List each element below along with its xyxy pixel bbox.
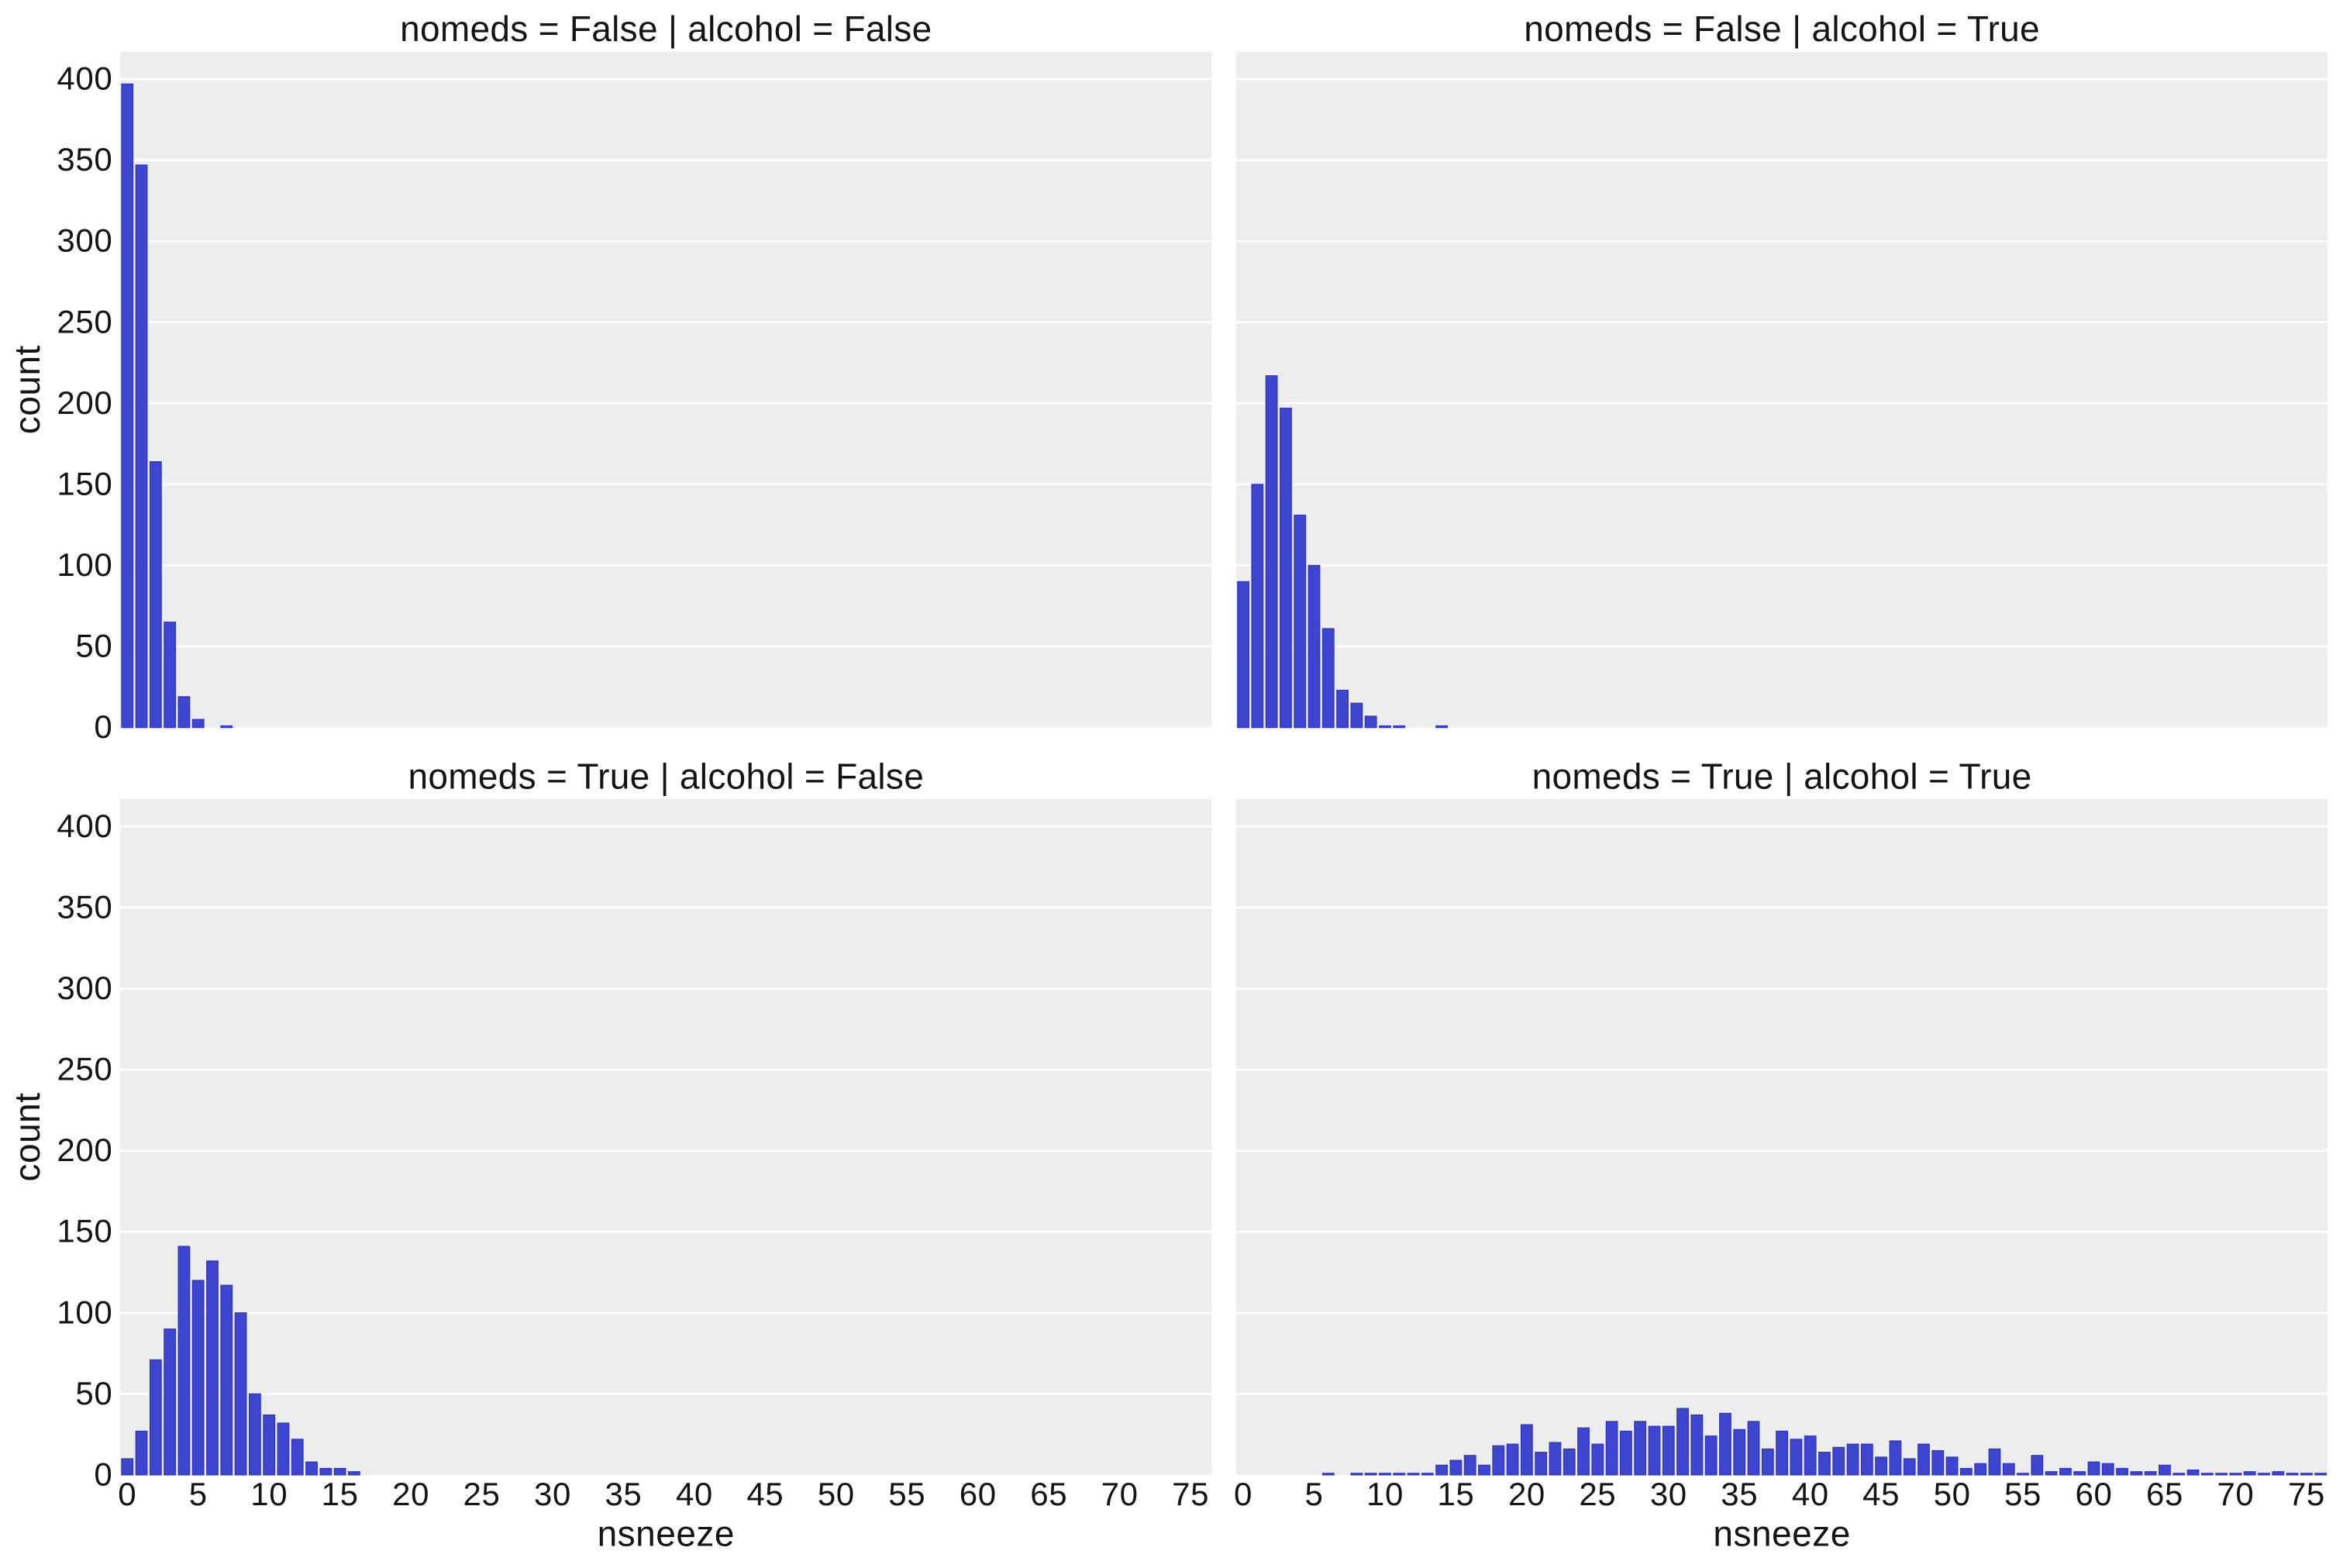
svg-text:25: 25: [463, 1476, 501, 1512]
svg-text:60: 60: [2076, 1476, 2113, 1512]
svg-text:nomeds = False | alcohol = Tru: nomeds = False | alcohol = True: [1524, 9, 2040, 49]
svg-text:70: 70: [1101, 1476, 1139, 1512]
svg-text:50: 50: [75, 1375, 112, 1411]
svg-text:0: 0: [118, 1476, 136, 1512]
svg-text:30: 30: [1650, 1476, 1687, 1512]
svg-text:45: 45: [1862, 1476, 1900, 1512]
svg-text:20: 20: [392, 1476, 429, 1512]
svg-text:300: 300: [57, 970, 112, 1006]
svg-text:10: 10: [1366, 1476, 1404, 1512]
svg-text:count: count: [7, 345, 47, 434]
svg-text:15: 15: [322, 1476, 359, 1512]
svg-text:60: 60: [960, 1476, 997, 1512]
svg-text:20: 20: [1508, 1476, 1545, 1512]
svg-text:0: 0: [94, 1456, 112, 1492]
svg-text:350: 350: [57, 888, 112, 925]
svg-text:250: 250: [57, 303, 112, 339]
svg-text:150: 150: [57, 465, 112, 501]
svg-text:5: 5: [189, 1476, 208, 1512]
svg-text:40: 40: [676, 1476, 713, 1512]
svg-text:nomeds = True | alcohol = Fals: nomeds = True | alcohol = False: [408, 756, 924, 796]
svg-text:200: 200: [57, 384, 112, 421]
svg-text:0: 0: [94, 708, 112, 745]
svg-text:400: 400: [57, 808, 112, 844]
svg-text:50: 50: [1934, 1476, 1971, 1512]
svg-text:55: 55: [2004, 1476, 2042, 1512]
svg-text:count: count: [7, 1092, 47, 1181]
svg-text:350: 350: [57, 141, 112, 177]
svg-text:nomeds = False | alcohol = Fal: nomeds = False | alcohol = False: [400, 9, 932, 49]
svg-text:10: 10: [250, 1476, 288, 1512]
svg-text:70: 70: [2217, 1476, 2254, 1512]
svg-text:45: 45: [746, 1476, 784, 1512]
svg-text:nsneeze: nsneeze: [1713, 1513, 1850, 1553]
svg-text:0: 0: [1234, 1476, 1252, 1512]
svg-text:50: 50: [75, 628, 112, 664]
svg-text:40: 40: [1792, 1476, 1829, 1512]
svg-text:150: 150: [57, 1213, 112, 1249]
svg-text:250: 250: [57, 1051, 112, 1087]
svg-text:25: 25: [1579, 1476, 1616, 1512]
svg-text:65: 65: [2146, 1476, 2183, 1512]
svg-text:50: 50: [818, 1476, 855, 1512]
svg-text:65: 65: [1030, 1476, 1067, 1512]
svg-text:55: 55: [888, 1476, 925, 1512]
svg-text:100: 100: [57, 1294, 112, 1330]
svg-text:nomeds = True | alcohol = True: nomeds = True | alcohol = True: [1532, 756, 2032, 796]
svg-text:35: 35: [1721, 1476, 1758, 1512]
svg-text:200: 200: [57, 1132, 112, 1168]
svg-text:400: 400: [57, 60, 112, 97]
svg-text:5: 5: [1305, 1476, 1324, 1512]
svg-text:35: 35: [605, 1476, 642, 1512]
svg-text:15: 15: [1437, 1476, 1474, 1512]
svg-text:75: 75: [1172, 1476, 1209, 1512]
svg-text:nsneeze: nsneeze: [598, 1513, 735, 1553]
svg-text:100: 100: [57, 546, 112, 583]
svg-text:300: 300: [57, 222, 112, 259]
svg-text:30: 30: [534, 1476, 571, 1512]
svg-text:75: 75: [2288, 1476, 2325, 1512]
